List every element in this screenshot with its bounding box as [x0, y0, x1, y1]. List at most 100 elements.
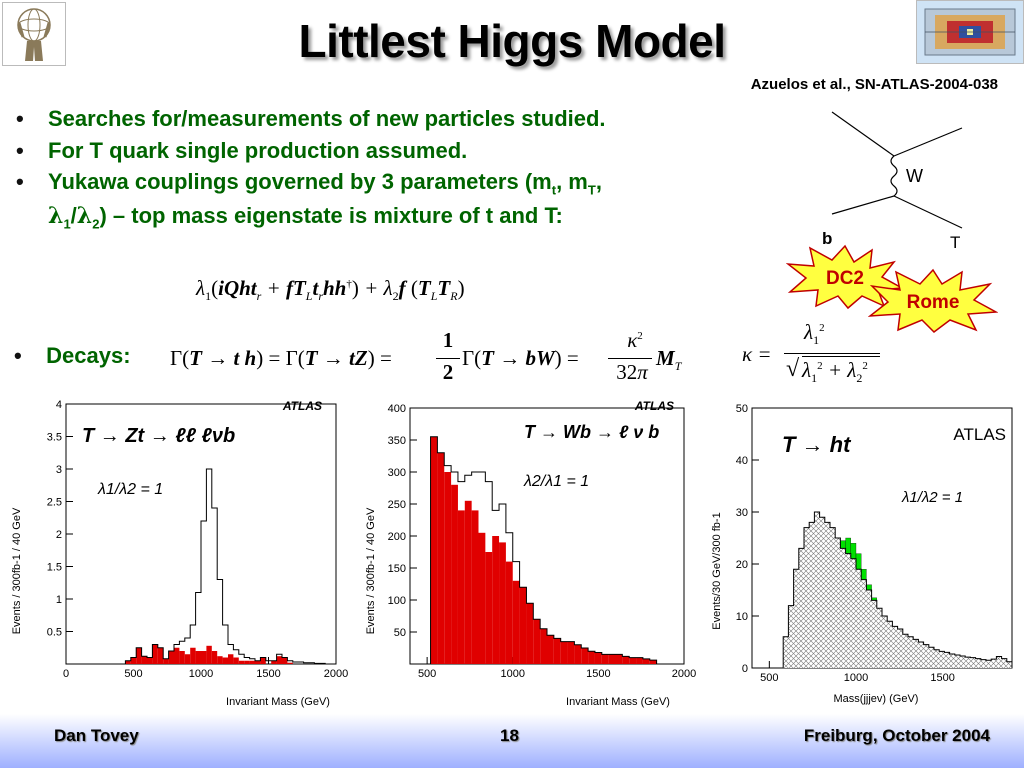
background-bar: [991, 659, 997, 668]
background-bar: [793, 569, 799, 668]
signal-bar: [861, 569, 867, 580]
t-line: [893, 195, 963, 229]
signal-bar: [649, 660, 657, 664]
signal-bar: [457, 510, 465, 664]
signal-bar: [471, 510, 479, 664]
background-bar: [835, 538, 841, 668]
rome-starburst: Rome: [868, 268, 998, 333]
signal-bar: [505, 561, 513, 664]
histogram-outline: [782, 511, 1013, 668]
decays-label: Decays:: [46, 343, 131, 368]
subscript: t: [551, 182, 557, 198]
background-bar: [960, 656, 966, 668]
plot-title: T → ht: [782, 432, 852, 457]
y-tick-label: 300: [388, 467, 406, 479]
signal-bar: [478, 532, 486, 664]
signal-bar: [168, 651, 174, 664]
decays-bullet: • Decays:: [14, 343, 131, 368]
signal-bar: [190, 647, 196, 664]
background-bar: [939, 651, 945, 668]
background-bar: [840, 548, 846, 668]
signal-bar: [184, 654, 191, 664]
signal-bar: [567, 641, 575, 664]
w-propagator: [890, 155, 898, 197]
y-tick-label: 250: [388, 499, 406, 511]
signal-bar: [228, 654, 234, 664]
histogram-bars: [782, 511, 1013, 668]
b-line: [831, 195, 895, 215]
y-axis-label: Events/30 GeV/300 fb-1: [711, 512, 723, 629]
background-bar: [892, 626, 898, 668]
x-tick-label: 1500: [586, 668, 610, 680]
subscript: 2: [92, 216, 100, 232]
background-bar: [986, 660, 992, 668]
signal-bar: [282, 657, 288, 664]
y-tick-label: 3.5: [47, 432, 62, 444]
starburst-shape: [868, 268, 998, 333]
y-tick-label: 3: [56, 464, 62, 476]
bullet-list: • Searches for/measurements of new partic…: [14, 102, 794, 235]
y-tick-label: 100: [388, 595, 406, 607]
subscript: 1: [63, 216, 71, 232]
bullet-text: Searches for/measurements of new particl…: [48, 106, 606, 131]
y-tick-label: 1.5: [47, 562, 62, 574]
y-tick-label: 2: [56, 529, 62, 541]
signal-bar: [547, 635, 554, 664]
starburst-shape: [786, 244, 904, 310]
background-bar: [887, 621, 893, 668]
plot-title: T → Wb → ℓ ν b: [524, 422, 659, 442]
signal-bar: [553, 638, 561, 664]
axis-ticks: 500 1000 1500 2000 50 100 150 200 250 300 350 400: [388, 403, 696, 680]
background-bar: [980, 659, 986, 668]
rome-label: Rome: [907, 292, 960, 313]
y-tick-label: 400: [388, 403, 406, 415]
signal-bar: [255, 660, 261, 664]
detector-image: [916, 0, 1024, 64]
background-bar: [913, 639, 919, 668]
y-tick-label: 30: [736, 507, 748, 519]
background-bar: [1001, 658, 1007, 668]
signal-bar: [147, 657, 153, 664]
signal-bar: [636, 657, 643, 664]
incoming-line: [831, 111, 895, 157]
bullet-item: • Searches for/measurements of new partic…: [16, 106, 606, 131]
quark-in-label: b: [822, 229, 832, 248]
x-axis-label: Invariant Mass (GeV): [226, 696, 330, 708]
axis-ticks: 0 500 1000 1500 2000 0.5 1 1.5 2 2.5 3 3.5 4: [47, 399, 349, 680]
background-bar: [954, 655, 960, 668]
signal-bar: [206, 645, 212, 664]
background-bar: [882, 616, 888, 668]
atlas-tag: ATLAS: [282, 399, 322, 413]
y-tick-label: 150: [388, 563, 406, 575]
atlas-logo: [2, 2, 66, 66]
dc2-starburst: DC2: [786, 244, 904, 310]
signal-bar: [533, 619, 541, 664]
signal-bar: [163, 658, 169, 664]
y-tick-label: 50: [736, 403, 748, 415]
signal-bar: [222, 657, 228, 664]
signal-bar: [238, 660, 245, 664]
x-tick-label: 1000: [189, 668, 213, 680]
histogram-outline: [124, 468, 331, 665]
boson-label: W: [906, 166, 923, 186]
signal-bar: [179, 651, 185, 664]
kappa-equation: κ = λ12 √ λ12 + λ22: [742, 318, 892, 394]
x-tick-label: 1500: [930, 672, 954, 684]
signal-bar: [260, 657, 266, 664]
signal-bar: [845, 537, 851, 554]
plot-zt: Events / 300fb-1 / 40 GeV Invariant Mass…: [11, 399, 349, 708]
lambda-symbol: λ: [76, 203, 93, 230]
bullet-item: • Yukawa couplings governed by 3 paramete…: [16, 169, 602, 232]
plot-title: T → Zt → ℓℓ ℓνb: [82, 425, 235, 447]
background-bar: [897, 629, 903, 668]
quark-out-label: T: [950, 233, 960, 252]
background-bar: [934, 649, 940, 668]
x-tick-label: 500: [418, 668, 436, 680]
background-bar: [850, 558, 856, 668]
signal-bar: [136, 647, 142, 664]
signal-bar: [217, 656, 223, 664]
footer-bar: [0, 714, 1024, 768]
signal-bar: [141, 656, 147, 664]
background-bar: [1006, 661, 1012, 668]
background-bar: [996, 656, 1002, 668]
